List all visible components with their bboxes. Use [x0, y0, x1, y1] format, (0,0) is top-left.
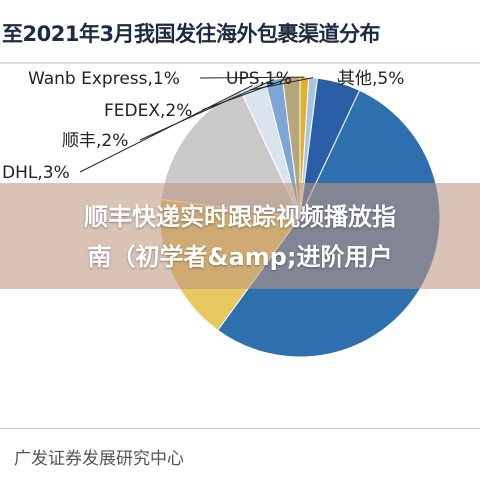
leader-line	[337, 77, 340, 83]
video-title-overlay: 顺丰快递实时跟踪视频播放指 南（初学者&amp;进阶用户	[0, 183, 480, 289]
overlay-title-line-1: 顺丰快递实时跟踪视频播放指	[84, 203, 396, 231]
chart-title: 至2021年3月我国发往海外包裹渠道分布	[2, 22, 381, 46]
leader-line	[139, 79, 275, 141]
slice-label: Wanb Express,1%	[28, 69, 180, 89]
source-bar: 广发证券发展研究中心	[0, 428, 480, 481]
slice-label: UPS,1%	[226, 69, 292, 89]
leader-line	[249, 77, 314, 91]
leader-line	[199, 76, 305, 79]
slice-label: FEDEX,2%	[104, 101, 192, 121]
leader-line	[201, 76, 292, 111]
source-credit: 广发证券发展研究中心	[14, 449, 184, 469]
title-bar: 至2021年3月我国发往海外包裹渠道分布	[0, 0, 480, 64]
slice-label: 顺丰,2%	[62, 131, 128, 151]
slice-label: 其他,5%	[338, 69, 404, 89]
slice-label: DHL,3%	[2, 163, 70, 183]
overlay-title-line-2: 南（初学者&amp;进阶用户	[87, 243, 393, 271]
